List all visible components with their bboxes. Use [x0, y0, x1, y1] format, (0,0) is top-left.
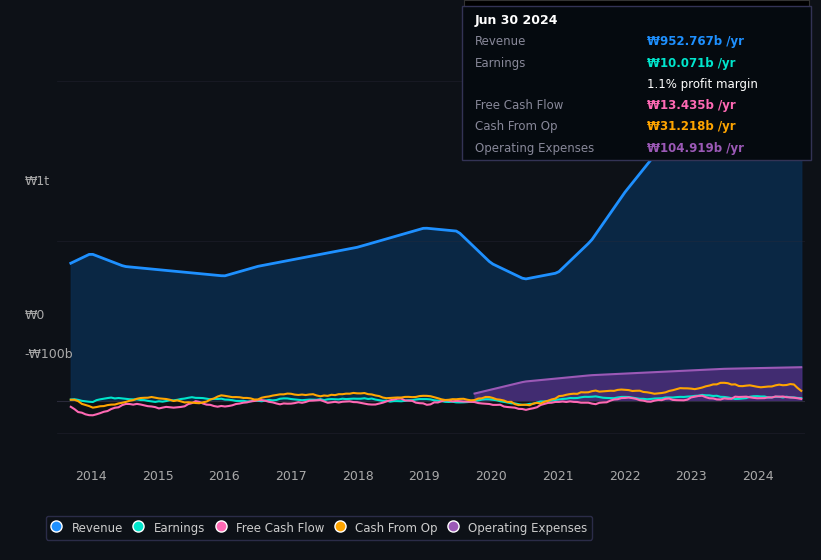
- Text: Cash From Op: Cash From Op: [475, 120, 557, 133]
- Text: Earnings: Earnings: [475, 57, 526, 69]
- Text: ₩10.071b /yr: ₩10.071b /yr: [647, 57, 736, 69]
- Text: ₩104.919b /yr: ₩104.919b /yr: [647, 142, 744, 155]
- Text: ₩13.435b /yr: ₩13.435b /yr: [647, 99, 736, 112]
- Legend: Revenue, Earnings, Free Cash Flow, Cash From Op, Operating Expenses: Revenue, Earnings, Free Cash Flow, Cash …: [46, 516, 592, 539]
- Text: 1.1% profit margin: 1.1% profit margin: [647, 78, 758, 91]
- Text: Revenue: Revenue: [475, 35, 526, 48]
- Text: ₩1t: ₩1t: [25, 175, 50, 188]
- Text: Revenue: Revenue: [475, 35, 526, 48]
- Text: ₩31.218b /yr: ₩31.218b /yr: [647, 120, 736, 133]
- Text: ₩0: ₩0: [25, 309, 45, 322]
- Text: Earnings: Earnings: [475, 57, 526, 69]
- Text: Free Cash Flow: Free Cash Flow: [475, 99, 563, 112]
- Text: ₩952.767b /yr: ₩952.767b /yr: [647, 35, 744, 48]
- Text: ₩104.919b /yr: ₩104.919b /yr: [647, 142, 744, 155]
- Text: Free Cash Flow: Free Cash Flow: [475, 99, 563, 112]
- Text: Operating Expenses: Operating Expenses: [475, 142, 594, 155]
- Text: ₩952.767b /yr: ₩952.767b /yr: [647, 35, 744, 48]
- Text: ₩31.218b /yr: ₩31.218b /yr: [647, 120, 736, 133]
- Text: 1.1% profit margin: 1.1% profit margin: [647, 78, 758, 91]
- Text: Operating Expenses: Operating Expenses: [475, 142, 594, 155]
- Text: Cash From Op: Cash From Op: [475, 120, 557, 133]
- Text: -₩100b: -₩100b: [25, 348, 73, 361]
- Text: Jun 30 2024: Jun 30 2024: [475, 14, 558, 27]
- Text: Jun 30 2024: Jun 30 2024: [475, 14, 558, 27]
- Text: ₩13.435b /yr: ₩13.435b /yr: [647, 99, 736, 112]
- Text: ₩10.071b /yr: ₩10.071b /yr: [647, 57, 736, 69]
